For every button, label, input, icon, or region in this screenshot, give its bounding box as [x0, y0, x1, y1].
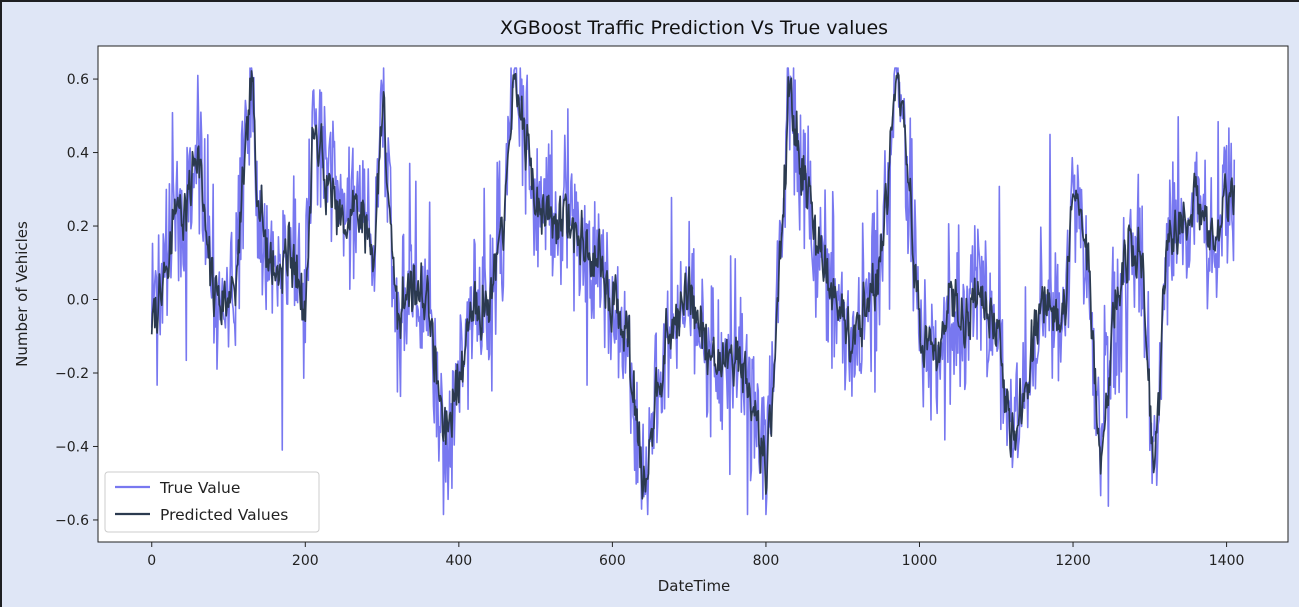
legend-label-true-value: True Value — [159, 479, 240, 497]
y-tick-label: 0.0 — [67, 293, 89, 309]
x-tick-label: 800 — [753, 553, 780, 569]
x-axis: 0 200 400 600 800 1000 1200 1400 — [147, 542, 1244, 569]
legend-label-predicted-values: Predicted Values — [160, 506, 288, 524]
x-tick-label: 600 — [599, 553, 626, 569]
y-tick-label: 0.6 — [67, 72, 89, 88]
y-tick-label: 0.4 — [67, 146, 89, 162]
legend-box — [104, 471, 320, 533]
y-tick-label: −0.6 — [55, 513, 89, 529]
legend: True Value Predicted Values — [104, 471, 320, 533]
x-tick-label: 400 — [445, 553, 472, 569]
series-layer — [150, 67, 1236, 516]
x-tick-label: 1000 — [902, 553, 938, 569]
series-line-predicted-values — [150, 70, 1236, 500]
y-axis: −0.6 −0.4 −0.2 0.0 0.2 0.4 0.6 — [55, 72, 98, 529]
x-tick-label: 1400 — [1209, 553, 1245, 569]
x-tick-label: 200 — [292, 553, 319, 569]
y-tick-label: 0.2 — [67, 219, 89, 235]
y-axis-label: Number of Vehicles — [13, 221, 31, 367]
x-axis-label: DateTime — [658, 577, 731, 595]
x-tick-label: 0 — [147, 553, 156, 569]
y-tick-label: −0.2 — [55, 366, 89, 382]
chart-title: XGBoost Traffic Prediction Vs True value… — [500, 17, 888, 39]
x-tick-label: 1200 — [1055, 553, 1091, 569]
y-tick-label: −0.4 — [55, 439, 89, 455]
